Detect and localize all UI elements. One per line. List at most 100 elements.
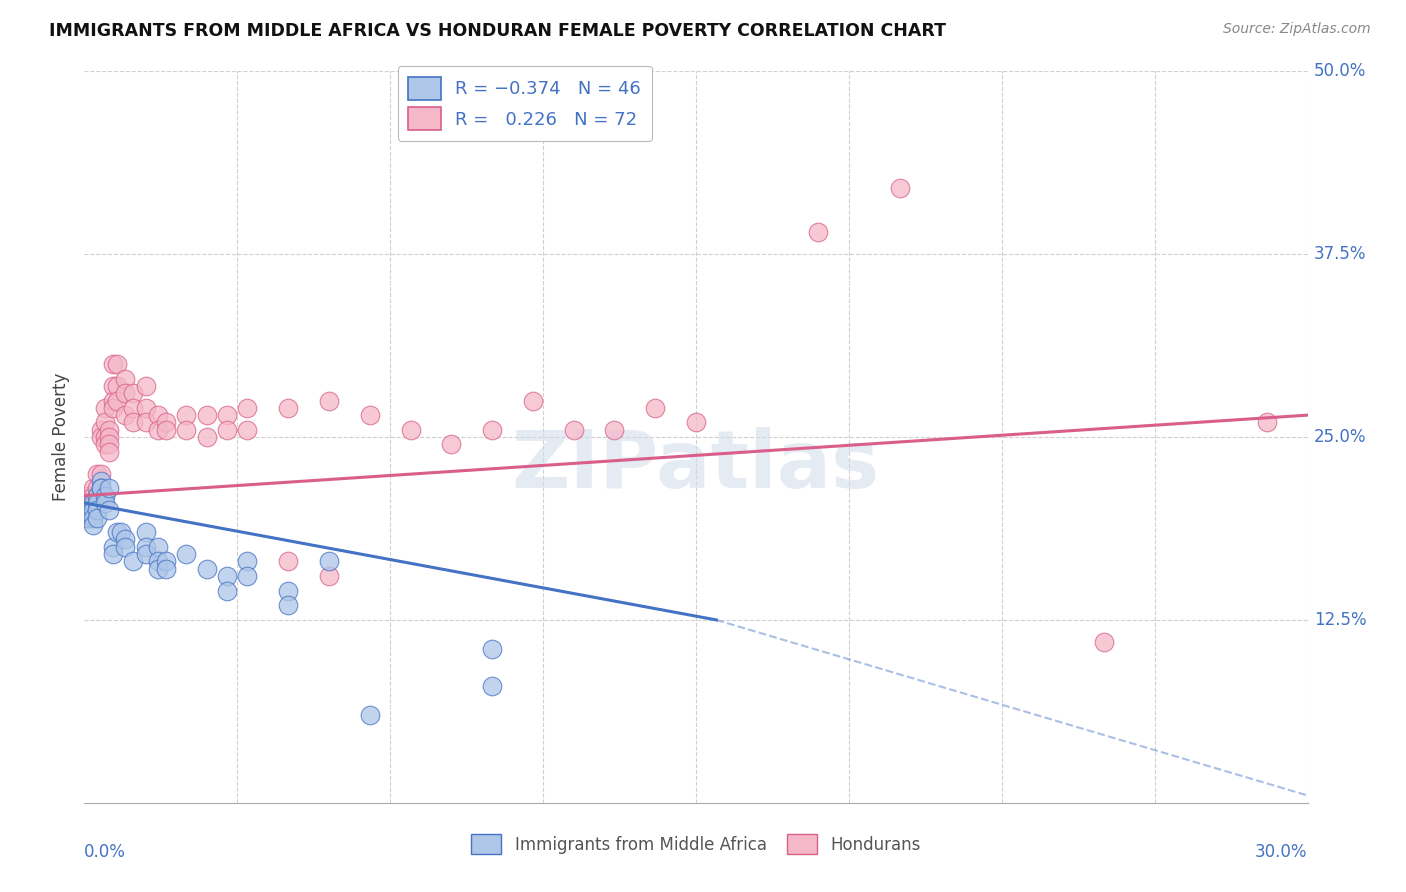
Point	[155, 554, 177, 568]
Point	[135, 379, 157, 393]
Point	[155, 423, 177, 437]
Point	[318, 554, 340, 568]
Point	[86, 481, 108, 495]
Point	[114, 533, 136, 547]
Point	[93, 401, 115, 415]
Point	[155, 416, 177, 430]
Point	[82, 510, 104, 524]
Point	[86, 489, 108, 503]
Point	[114, 371, 136, 385]
Text: 30.0%: 30.0%	[1256, 843, 1308, 861]
Point	[114, 540, 136, 554]
Point	[97, 430, 120, 444]
Point	[644, 401, 666, 415]
Point	[135, 525, 157, 540]
Point	[277, 583, 299, 598]
Point	[174, 547, 197, 561]
Point	[135, 416, 157, 430]
Point	[146, 423, 169, 437]
Point	[105, 379, 128, 393]
Point	[82, 517, 104, 532]
Point	[195, 562, 218, 576]
Point	[122, 401, 145, 415]
Point	[105, 357, 128, 371]
Point	[93, 416, 115, 430]
Point	[1256, 416, 1278, 430]
Point	[146, 408, 169, 422]
Point	[82, 496, 104, 510]
Point	[277, 599, 299, 613]
Point	[481, 679, 503, 693]
Text: ZIPatlas: ZIPatlas	[512, 427, 880, 506]
Point	[236, 401, 259, 415]
Point	[82, 489, 104, 503]
Point	[146, 554, 169, 568]
Point	[236, 569, 259, 583]
Point	[114, 408, 136, 422]
Point	[93, 437, 115, 451]
Point	[217, 583, 239, 598]
Point	[195, 408, 218, 422]
Point	[90, 423, 112, 437]
Point	[217, 569, 239, 583]
Point	[146, 562, 169, 576]
Point	[97, 423, 120, 437]
Point	[195, 430, 218, 444]
Point	[562, 423, 585, 437]
Point	[105, 525, 128, 540]
Point	[277, 554, 299, 568]
Point	[277, 401, 299, 415]
Point	[82, 503, 104, 517]
Point	[481, 642, 503, 657]
Legend: Immigrants from Middle Africa, Hondurans: Immigrants from Middle Africa, Hondurans	[465, 828, 927, 860]
Point	[77, 503, 100, 517]
Point	[603, 423, 626, 437]
Point	[101, 357, 124, 371]
Text: 25.0%: 25.0%	[1313, 428, 1367, 446]
Point	[122, 416, 145, 430]
Point	[174, 408, 197, 422]
Text: Source: ZipAtlas.com: Source: ZipAtlas.com	[1223, 22, 1371, 37]
Point	[110, 525, 132, 540]
Point	[86, 489, 108, 503]
Point	[77, 510, 100, 524]
Text: 0.0%: 0.0%	[84, 843, 127, 861]
Point	[685, 416, 707, 430]
Point	[82, 496, 104, 510]
Point	[399, 423, 422, 437]
Point	[90, 481, 112, 495]
Point	[82, 503, 104, 517]
Point	[101, 401, 124, 415]
Point	[318, 569, 340, 583]
Point	[359, 408, 381, 422]
Point	[359, 708, 381, 723]
Point	[101, 379, 124, 393]
Point	[90, 474, 112, 488]
Point	[90, 430, 112, 444]
Point	[217, 408, 239, 422]
Point	[86, 503, 108, 517]
Point	[97, 444, 120, 458]
Point	[1092, 635, 1115, 649]
Point	[217, 423, 239, 437]
Point	[889, 181, 911, 195]
Point	[97, 503, 120, 517]
Text: 50.0%: 50.0%	[1313, 62, 1367, 80]
Y-axis label: Female Poverty: Female Poverty	[52, 373, 70, 501]
Point	[122, 554, 145, 568]
Point	[236, 554, 259, 568]
Point	[77, 510, 100, 524]
Point	[481, 423, 503, 437]
Point	[77, 496, 100, 510]
Point	[77, 489, 100, 503]
Point	[174, 423, 197, 437]
Point	[86, 510, 108, 524]
Point	[522, 393, 544, 408]
Text: 37.5%: 37.5%	[1313, 245, 1367, 263]
Point	[105, 393, 128, 408]
Point	[155, 562, 177, 576]
Point	[90, 481, 112, 495]
Point	[101, 547, 124, 561]
Point	[135, 401, 157, 415]
Point	[86, 496, 108, 510]
